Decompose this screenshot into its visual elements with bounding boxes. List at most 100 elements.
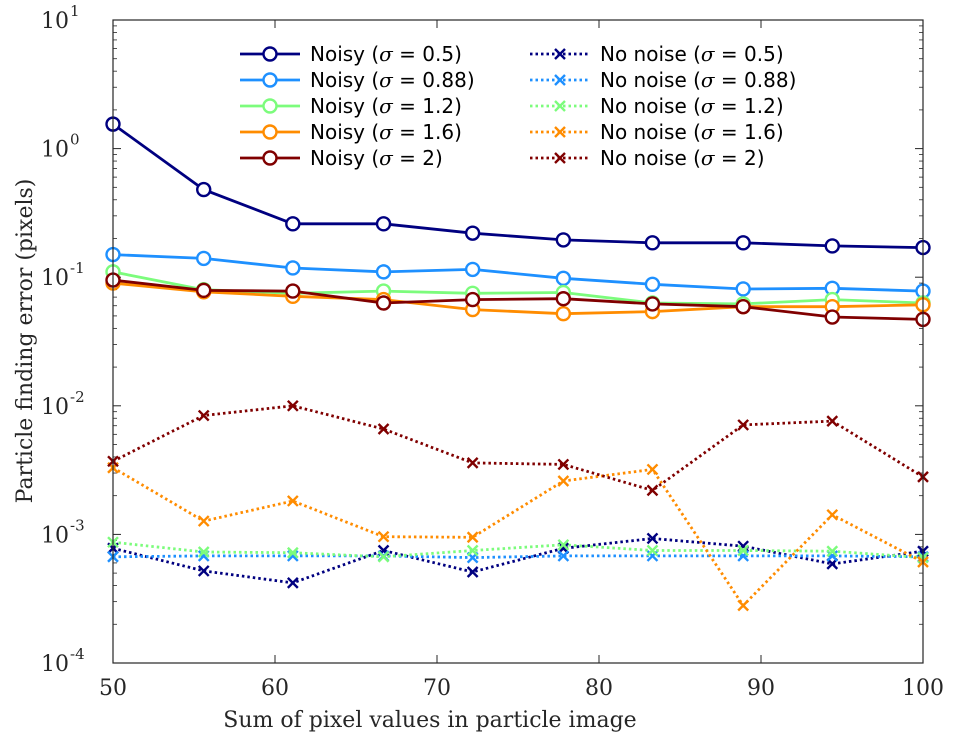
data-point bbox=[464, 261, 481, 278]
data-point bbox=[644, 235, 661, 251]
data-point bbox=[285, 260, 301, 276]
data-point bbox=[646, 463, 659, 476]
legend-label: Noisy (σ = 1.6) bbox=[310, 120, 462, 144]
legend-item: No noise (σ = 2) bbox=[530, 146, 765, 170]
y-tick-base: 10 bbox=[41, 652, 69, 677]
data-point bbox=[557, 458, 570, 471]
data-point bbox=[286, 399, 299, 412]
y-tick-exponent: 0 bbox=[70, 131, 80, 149]
data-point bbox=[262, 46, 278, 62]
y-axis-title: Particle finding error (pixels) bbox=[13, 179, 38, 504]
legend-label: No noise (σ = 0.88) bbox=[600, 68, 796, 92]
y-tick-exponent: -1 bbox=[70, 259, 85, 277]
series-line bbox=[112, 122, 924, 249]
y-tick-label: 10 1 bbox=[41, 2, 80, 34]
data-point bbox=[554, 126, 566, 138]
data-point bbox=[824, 238, 840, 254]
y-tick-base: 10 bbox=[41, 266, 69, 291]
y-tick-base: 10 bbox=[41, 395, 69, 420]
legend-label: Noisy (σ = 0.5) bbox=[310, 42, 462, 66]
legend-label: Noisy (σ = 1.2) bbox=[310, 94, 462, 118]
data-point bbox=[557, 475, 570, 487]
data-point bbox=[826, 550, 839, 562]
series-line bbox=[112, 537, 924, 585]
data-point bbox=[285, 283, 301, 299]
series-1 bbox=[105, 116, 931, 256]
data-point bbox=[644, 296, 661, 312]
data-point bbox=[557, 538, 570, 551]
series-2 bbox=[105, 246, 931, 299]
data-point bbox=[377, 550, 390, 563]
data-point bbox=[196, 250, 212, 267]
y-tick-exponent: -2 bbox=[70, 388, 85, 406]
legend-item: No noise (σ = 1.6) bbox=[530, 120, 784, 144]
data-point bbox=[737, 419, 750, 431]
series-9 bbox=[107, 461, 929, 612]
legend-item: Noisy (σ = 1.2) bbox=[240, 94, 462, 118]
data-point bbox=[262, 72, 278, 88]
data-point bbox=[464, 225, 481, 241]
data-point bbox=[466, 457, 479, 469]
y-tick-base: 10 bbox=[41, 523, 69, 548]
data-point bbox=[377, 530, 390, 543]
y-tick-exponent: -3 bbox=[70, 516, 85, 534]
legend-label: Noisy (σ = 2) bbox=[310, 146, 443, 170]
x-tick-label: 60 bbox=[261, 676, 289, 701]
data-point bbox=[286, 546, 299, 559]
data-point bbox=[197, 409, 210, 422]
legend-label: No noise (σ = 1.6) bbox=[600, 120, 784, 144]
data-point bbox=[644, 276, 661, 293]
legend-item: No noise (σ = 1.2) bbox=[530, 94, 784, 118]
y-tick-label: 10 -3 bbox=[41, 516, 85, 548]
data-point bbox=[554, 152, 566, 164]
legend-item: No noise (σ = 0.88) bbox=[530, 68, 796, 92]
data-point bbox=[262, 124, 278, 140]
legend-item: Noisy (σ = 1.6) bbox=[240, 120, 462, 144]
y-tick-label: 10 -1 bbox=[41, 259, 85, 291]
data-point bbox=[646, 484, 659, 497]
y-tick-base: 10 bbox=[41, 9, 69, 34]
data-point bbox=[466, 566, 479, 578]
data-point bbox=[197, 546, 210, 558]
data-point bbox=[197, 565, 210, 577]
series-line bbox=[112, 278, 924, 321]
data-point bbox=[197, 515, 210, 527]
x-tick-label: 70 bbox=[423, 676, 451, 701]
x-tick-label: 90 bbox=[747, 676, 775, 701]
data-point bbox=[554, 100, 566, 112]
data-point bbox=[555, 306, 572, 322]
data-point bbox=[555, 270, 572, 287]
legend-label: No noise (σ = 1.2) bbox=[600, 94, 784, 118]
data-point bbox=[824, 309, 840, 325]
data-point bbox=[735, 281, 751, 297]
data-point bbox=[375, 216, 392, 232]
data-point bbox=[377, 423, 390, 435]
y-tick-label: 10 -4 bbox=[41, 645, 85, 677]
data-point bbox=[466, 544, 479, 557]
data-point bbox=[262, 98, 278, 114]
series-line bbox=[112, 466, 924, 608]
series-5 bbox=[105, 272, 931, 328]
data-point bbox=[464, 291, 481, 308]
data-point bbox=[555, 291, 572, 307]
data-point bbox=[285, 216, 301, 232]
data-point bbox=[196, 181, 212, 198]
series-layer bbox=[105, 116, 931, 612]
data-point bbox=[286, 495, 299, 507]
legend-item: Noisy (σ = 2) bbox=[240, 146, 443, 170]
data-point bbox=[196, 282, 212, 299]
y-tick-label: 10 -2 bbox=[41, 388, 85, 420]
x-tick-label: 100 bbox=[902, 676, 944, 701]
data-point bbox=[375, 295, 392, 311]
y-tick-exponent: -4 bbox=[70, 645, 85, 663]
data-point bbox=[735, 298, 751, 315]
data-point bbox=[557, 550, 570, 562]
series-line bbox=[112, 281, 924, 316]
x-axis-title: Sum of pixel values in particle image bbox=[223, 708, 636, 733]
data-point bbox=[737, 599, 750, 612]
data-point bbox=[375, 264, 392, 280]
data-point bbox=[262, 150, 278, 166]
legend-label: No noise (σ = 2) bbox=[600, 146, 765, 170]
data-point bbox=[737, 544, 750, 557]
